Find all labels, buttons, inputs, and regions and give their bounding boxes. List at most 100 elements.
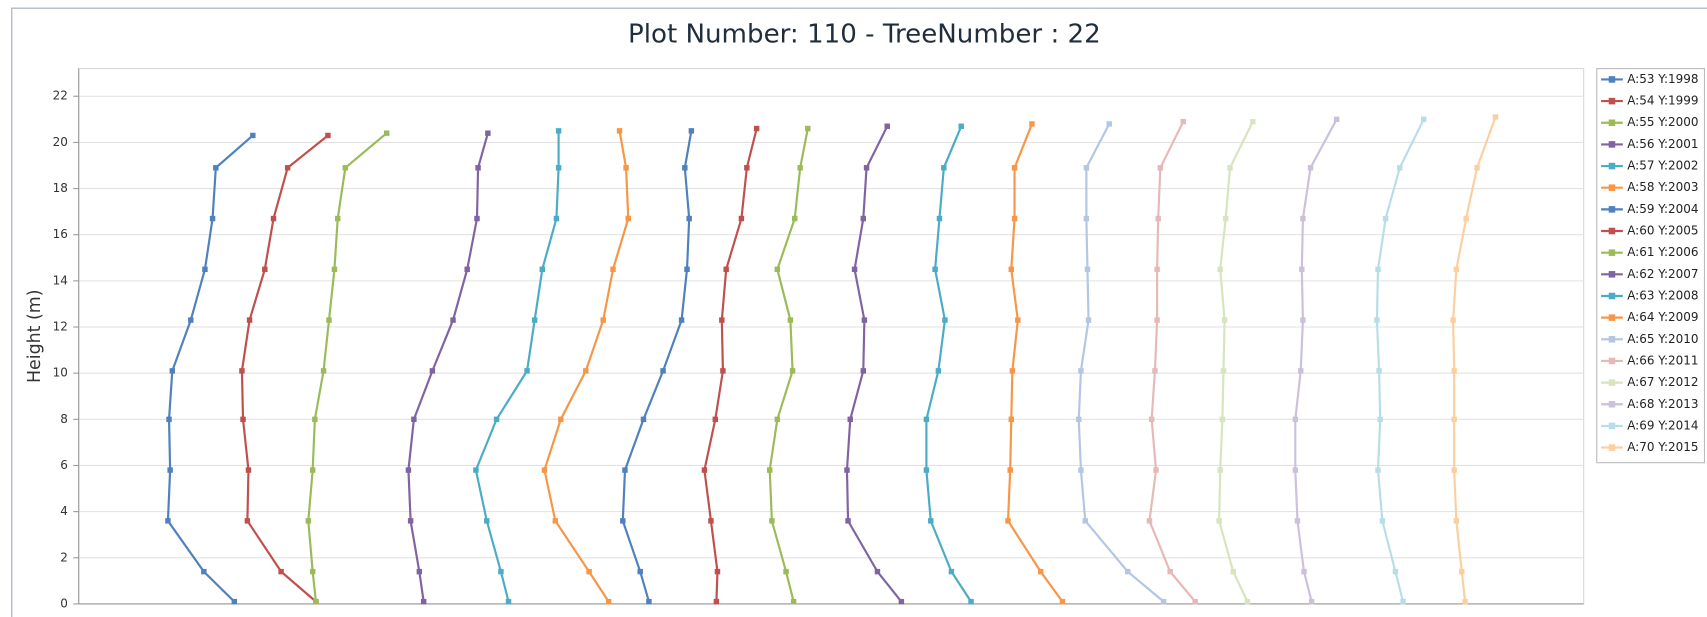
point-marker <box>713 598 720 605</box>
point-marker <box>948 568 955 575</box>
point-marker <box>884 123 890 129</box>
point-marker <box>334 215 341 222</box>
point-marker <box>637 568 643 575</box>
point-marker <box>1453 518 1460 524</box>
point-marker <box>1106 121 1112 127</box>
y-tick-label: 4 <box>60 504 68 518</box>
point-marker <box>874 568 881 575</box>
point-marker <box>923 416 930 423</box>
point-marker <box>792 215 798 222</box>
y-tick-label: 10 <box>53 366 68 380</box>
legend-label: A:62 Y:2007 <box>1627 267 1698 281</box>
y-tick-label: 18 <box>53 181 68 195</box>
point-marker <box>188 317 194 323</box>
point-marker <box>605 598 612 605</box>
point-marker <box>686 215 692 222</box>
point-marker <box>1376 368 1382 374</box>
point-marker <box>682 165 688 171</box>
point-marker <box>342 165 349 171</box>
legend-label: A:59 Y:2004 <box>1627 202 1698 216</box>
chart-title: Plot Number: 110 - TreeNumber : 22 <box>628 19 1101 49</box>
point-marker <box>531 317 538 323</box>
legend-label: A:60 Y:2005 <box>1627 224 1698 238</box>
point-marker <box>1230 568 1236 575</box>
legend-marker <box>1608 444 1616 451</box>
point-marker <box>688 128 695 134</box>
point-marker <box>783 568 789 575</box>
point-marker <box>1420 116 1427 123</box>
legend-label: A:67 Y:2012 <box>1627 375 1698 389</box>
point-marker <box>493 416 500 423</box>
point-marker <box>541 467 548 473</box>
point-marker <box>1227 165 1233 171</box>
point-marker <box>1221 317 1228 323</box>
point-marker <box>847 416 853 423</box>
point-marker <box>898 598 905 605</box>
point-marker <box>1459 568 1465 575</box>
point-marker <box>805 125 811 132</box>
point-marker <box>712 416 719 423</box>
point-marker <box>405 467 412 473</box>
point-marker <box>202 266 208 273</box>
y-tick-label: 14 <box>53 273 68 287</box>
point-marker <box>1217 467 1223 473</box>
point-marker <box>1397 165 1403 171</box>
point-marker <box>524 368 530 374</box>
point-marker <box>1153 467 1159 473</box>
point-marker <box>769 518 775 524</box>
legend-marker <box>1608 357 1616 365</box>
point-marker <box>744 165 750 171</box>
point-marker <box>1217 266 1223 273</box>
point-marker <box>246 317 253 323</box>
point-marker <box>1333 116 1340 123</box>
point-marker <box>1462 598 1468 605</box>
point-marker <box>1059 598 1066 605</box>
point-marker <box>1374 317 1380 323</box>
point-marker <box>583 368 589 374</box>
point-marker <box>1154 317 1160 323</box>
point-marker <box>1301 568 1307 575</box>
legend-label: A:66 Y:2011 <box>1627 353 1698 367</box>
point-marker <box>244 518 251 524</box>
legend-marker <box>1608 292 1616 300</box>
point-marker <box>555 128 562 134</box>
legend-label: A:64 Y:2009 <box>1627 310 1698 324</box>
point-marker <box>851 266 858 273</box>
point-marker <box>625 215 631 222</box>
legend-marker <box>1608 184 1616 191</box>
point-marker <box>790 598 797 605</box>
point-marker <box>789 368 796 374</box>
point-marker <box>640 416 647 423</box>
point-marker <box>1375 467 1381 473</box>
y-axis-label: Height (m) <box>25 289 45 383</box>
legend-label: A:63 Y:2008 <box>1627 288 1698 302</box>
point-marker <box>284 165 291 171</box>
point-marker <box>1450 317 1456 323</box>
point-marker <box>738 215 745 222</box>
point-marker <box>1167 568 1173 575</box>
legend-label: A:70 Y:2015 <box>1627 440 1698 454</box>
point-marker <box>1192 598 1198 605</box>
point-marker <box>701 467 708 473</box>
legend-label: A:53 Y:1998 <box>1627 72 1698 86</box>
point-marker <box>774 266 781 273</box>
y-tick-label: 16 <box>53 227 68 241</box>
point-marker <box>620 518 626 524</box>
point-marker <box>558 416 564 423</box>
point-marker <box>1011 165 1018 171</box>
point-marker <box>552 518 559 524</box>
point-marker <box>623 165 629 171</box>
legend-marker <box>1608 400 1616 408</box>
point-marker <box>167 467 173 473</box>
point-marker <box>861 317 868 323</box>
point-marker <box>941 165 947 171</box>
point-marker <box>1148 416 1155 423</box>
point-marker <box>932 266 938 273</box>
point-marker <box>1009 368 1016 374</box>
point-marker <box>935 368 942 374</box>
point-marker <box>1292 467 1299 473</box>
point-marker <box>616 128 623 134</box>
point-marker <box>240 416 246 423</box>
point-marker <box>586 568 592 575</box>
